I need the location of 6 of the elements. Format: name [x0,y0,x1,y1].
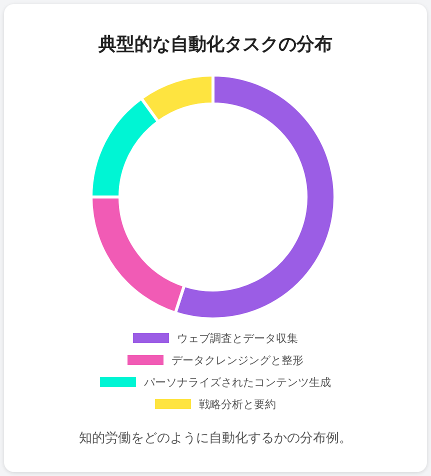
legend-label: パーソナライズされたコンテンツ生成 [143,376,331,389]
legend-label: ウェブ調査とデータ収集 [177,332,298,345]
legend-label: 戦略分析と要約 [199,398,276,411]
text: 知的労働をどのように自動化するかの分布例。 [79,431,352,446]
legend-label: データクレンジングと整形 [172,354,304,367]
chart-title: 典型的な自動化タスクの分布 [98,34,332,55]
